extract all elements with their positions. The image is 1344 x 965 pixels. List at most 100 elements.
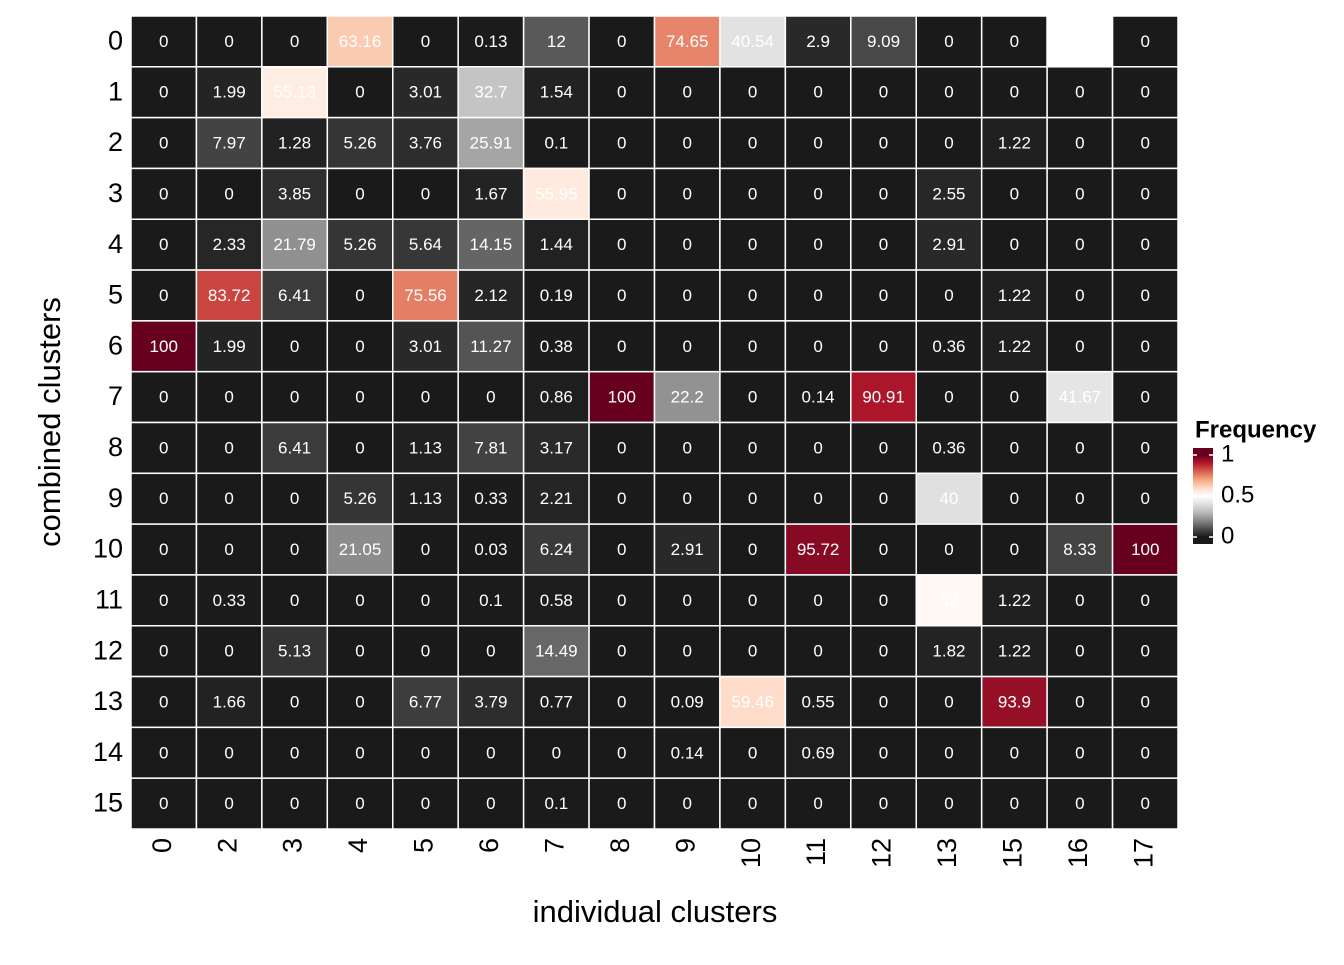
cell-label: 0	[617, 692, 626, 711]
cell-label: 0	[290, 337, 299, 356]
cell-label: 0.36	[932, 337, 965, 356]
cell-label: 1.22	[998, 337, 1031, 356]
cell-label: 0	[682, 642, 691, 661]
cell-label: 0.77	[540, 692, 573, 711]
heatmap-cell	[195, 66, 263, 119]
cell-label: 0	[944, 540, 953, 559]
cell-label: 0	[159, 83, 168, 102]
cell-label: 1.82	[932, 642, 965, 661]
cell-label: 0	[944, 134, 953, 153]
cell-label: 0	[1141, 692, 1150, 711]
cell-label: 0	[682, 794, 691, 813]
heatmap-cell	[261, 574, 329, 627]
cell-label: 9.09	[867, 32, 900, 51]
heatmap-cell	[130, 523, 198, 576]
cell-label: 0	[682, 489, 691, 508]
heatmap-cell	[719, 218, 787, 271]
cell-label: 0	[290, 591, 299, 610]
cell-label: 5.26	[343, 134, 376, 153]
heatmap-cell	[457, 167, 525, 220]
heatmap-cell	[588, 218, 656, 271]
heatmap-cell	[195, 777, 263, 830]
cell-label: 0	[421, 591, 430, 610]
heatmap-cell	[980, 218, 1048, 271]
heatmap-cell	[1111, 421, 1179, 475]
heatmap-cell	[1046, 269, 1114, 322]
cell-label: 0.1	[545, 134, 569, 153]
cell-label: 21.79	[273, 235, 316, 254]
cell-label: 0	[682, 235, 691, 254]
cell-label: 0	[879, 540, 888, 559]
heatmap-cell	[195, 726, 263, 779]
y-tick-label: 15	[93, 788, 123, 818]
cell-label: 0	[355, 184, 364, 203]
cell-label: 0	[486, 794, 495, 813]
cell-label: 0	[290, 692, 299, 711]
heatmap-cell	[195, 218, 263, 271]
cell-label: 0	[355, 286, 364, 305]
heatmap-cell	[980, 421, 1048, 475]
heatmap-cell	[195, 675, 263, 729]
heatmap-cell	[457, 675, 525, 729]
cell-label: 0	[1141, 642, 1150, 661]
cell-label: 0	[1141, 286, 1150, 305]
cell-label: 5.26	[343, 489, 376, 508]
heatmap-cell	[130, 269, 198, 322]
heatmap-cell	[195, 15, 263, 68]
heatmap-cell	[784, 218, 852, 271]
cell-label: 0	[224, 489, 233, 508]
cell-label: 0	[879, 235, 888, 254]
heatmap-cell	[326, 675, 394, 729]
heatmap-cell	[850, 574, 917, 627]
cell-label: 52	[940, 591, 959, 610]
cell-label: 83.72	[208, 286, 251, 305]
heatmap-cell	[130, 320, 198, 373]
cell-label: 0	[617, 337, 626, 356]
heatmap-cell	[784, 421, 852, 475]
heatmap-cell	[1111, 370, 1179, 424]
heatmap-cell	[522, 625, 590, 678]
heatmap-cell	[1046, 370, 1114, 424]
heatmap-cell	[261, 421, 329, 475]
cell-label: 0	[1141, 591, 1150, 610]
heatmap-cell	[915, 218, 983, 271]
cell-label: 0	[1141, 32, 1150, 51]
heatmap-cell	[915, 472, 983, 525]
cell-label: 0	[1010, 235, 1019, 254]
cell-label: 0	[682, 438, 691, 457]
cell-label: 0	[224, 438, 233, 457]
cell-label: 14.15	[470, 235, 513, 254]
heatmap-cell	[1046, 116, 1114, 170]
x-tick-label: 3	[278, 838, 308, 853]
cell-label: 1.22	[998, 286, 1031, 305]
cell-label: 0	[813, 438, 822, 457]
heatmap-cell	[980, 15, 1048, 68]
cell-label: 0.38	[540, 337, 573, 356]
cell-label: 1.22	[998, 642, 1031, 661]
heatmap-cell	[653, 320, 721, 373]
heatmap-cell	[522, 269, 590, 322]
cell-label: 0	[1010, 32, 1019, 51]
heatmap-cell	[130, 421, 198, 475]
cell-label: 50	[1070, 32, 1089, 51]
cell-label: 1.67	[474, 184, 507, 203]
heatmap-cell	[195, 574, 263, 627]
cell-label: 0	[1075, 591, 1084, 610]
cell-label: 0	[748, 184, 757, 203]
cell-label: 0	[748, 235, 757, 254]
heatmap-cell	[261, 726, 329, 779]
x-tick-label: 12	[867, 838, 897, 868]
heatmap-cell	[1046, 218, 1114, 271]
cell-label: 6.77	[409, 692, 442, 711]
heatmap-cell	[1046, 726, 1114, 779]
cell-label: 0	[355, 794, 364, 813]
heatmap-cell	[588, 116, 656, 170]
cell-label: 0	[617, 540, 626, 559]
heatmap-cell	[457, 66, 525, 119]
cell-label: 0	[159, 134, 168, 153]
cell-label: 0	[813, 184, 822, 203]
heatmap-cell	[326, 421, 394, 475]
cell-label: 0	[813, 642, 822, 661]
cell-label: 0	[355, 591, 364, 610]
heatmap-cell	[719, 675, 787, 729]
